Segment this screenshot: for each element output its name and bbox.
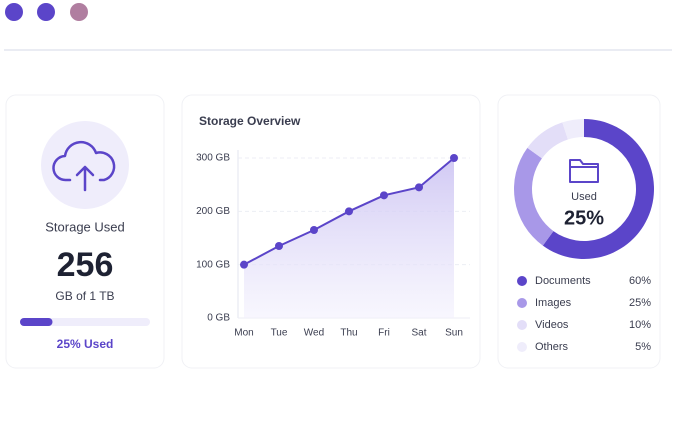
legend-dot — [517, 342, 527, 352]
y-tick-label: 0 GB — [207, 313, 230, 324]
x-tick-label: Mon — [234, 328, 253, 339]
donut-center-label: Used — [571, 191, 597, 203]
icon-bg — [41, 121, 129, 209]
point — [380, 191, 388, 200]
x-tick-label: Wed — [304, 328, 324, 339]
window-dot — [70, 3, 88, 21]
x-tick-label: Thu — [340, 328, 357, 339]
legend-label: Documents — [535, 275, 591, 287]
legend-label: Others — [535, 341, 569, 353]
window-dot — [5, 3, 23, 21]
x-tick-label: Fri — [378, 328, 390, 339]
progress-label: 25% Used — [57, 337, 114, 351]
area — [244, 158, 454, 318]
legend-label: Images — [535, 297, 572, 309]
legend-label: Videos — [535, 319, 569, 331]
legend-dot — [517, 276, 527, 286]
legend-dot — [517, 298, 527, 308]
progress-track — [20, 318, 150, 326]
x-tick-label: Sat — [411, 328, 426, 339]
x-tick-label: Tue — [271, 328, 288, 339]
donut-segment — [514, 147, 554, 246]
point — [345, 207, 353, 216]
donut-segment — [542, 119, 655, 260]
y-tick-label: 300 GB — [196, 153, 230, 164]
card-title: Storage Used — [45, 219, 125, 234]
y-tick-label: 200 GB — [196, 206, 230, 217]
cloud-upload-icon — [52, 140, 116, 192]
x-tick-label: Sun — [445, 328, 463, 339]
donut-segment — [527, 122, 568, 159]
folder-icon — [569, 159, 599, 183]
point — [450, 154, 458, 162]
progress-fill — [20, 318, 53, 326]
storage-unit: GB of 1 TB — [55, 289, 114, 303]
chart-title: Storage Overview — [199, 114, 301, 128]
window-dot — [37, 3, 55, 21]
point — [275, 242, 283, 250]
point — [240, 260, 248, 269]
point — [310, 226, 318, 234]
point — [415, 183, 423, 192]
donut-center-value: 25% — [564, 207, 604, 229]
legend-value: 25% — [629, 297, 651, 309]
donut-segment — [562, 119, 584, 140]
legend-value: 5% — [635, 341, 651, 353]
y-tick-label: 100 GB — [196, 259, 230, 270]
legend-dot — [517, 320, 527, 330]
legend-value: 10% — [629, 319, 651, 331]
storage-value: 256 — [57, 246, 114, 284]
legend-value: 60% — [629, 275, 651, 287]
